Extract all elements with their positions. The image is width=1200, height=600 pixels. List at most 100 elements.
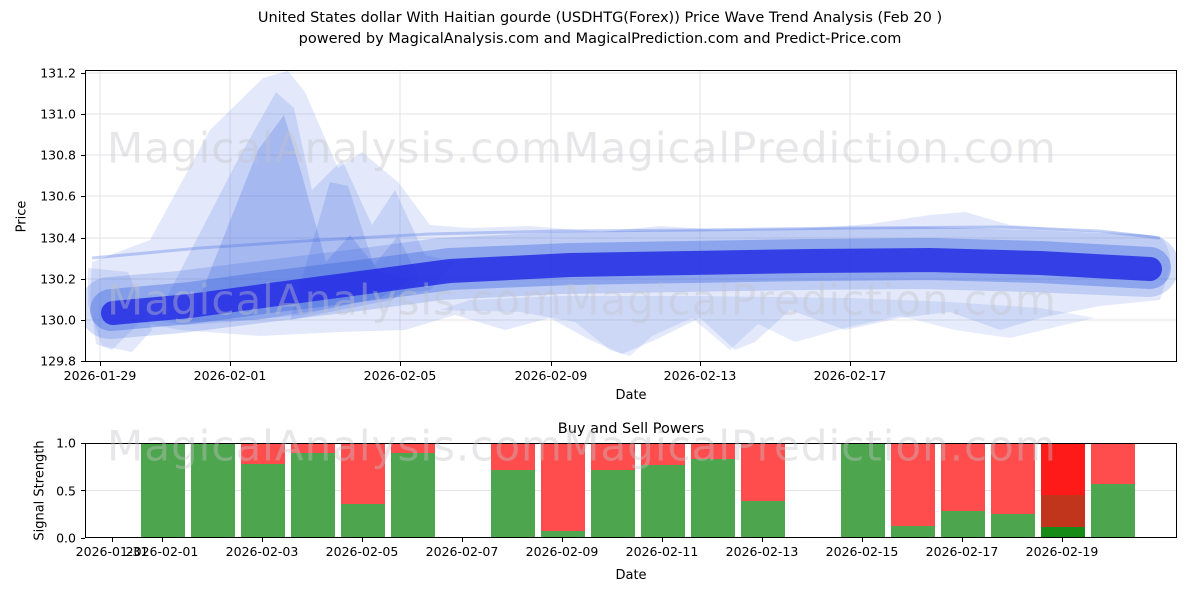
price-ytick-label: 130.2 bbox=[40, 271, 76, 287]
price-ytick-mark bbox=[81, 113, 85, 115]
signal-xtick-label: 2026-02-17 bbox=[925, 544, 999, 559]
price-y-axis-label: Price bbox=[14, 200, 30, 233]
price-xtick-label: 2026-01-29 bbox=[63, 368, 137, 383]
signal-bar-buy-segment bbox=[641, 465, 685, 537]
signal-bar-buy-segment bbox=[191, 444, 235, 537]
signal-bar-sell-segment bbox=[341, 444, 385, 505]
signal-bar-buy-segment bbox=[1091, 484, 1135, 537]
price-ytick-mark bbox=[81, 72, 85, 74]
signal-bar-sell-segment bbox=[941, 444, 985, 511]
signal-xtick-label: 2026-02-01 bbox=[125, 544, 199, 559]
signal-bar-buy-segment bbox=[941, 510, 985, 537]
signal-xtick-label: 2026-02-07 bbox=[425, 544, 499, 559]
signal-bar-buy-segment bbox=[141, 444, 185, 537]
signal-bar-buy-segment bbox=[341, 504, 385, 537]
signal-bar-buy-segment bbox=[541, 530, 585, 537]
signal-xtick-label: 2026-02-11 bbox=[625, 544, 699, 559]
signal-bar-buy-segment bbox=[841, 444, 885, 537]
signal-xtick-label: 2026-02-13 bbox=[725, 544, 799, 559]
signal-xtick-mark bbox=[962, 538, 963, 542]
signal-bar-sell-segment bbox=[691, 444, 735, 459]
signal-bar-special-segment bbox=[1041, 526, 1085, 537]
signal-bar-sell-segment bbox=[1091, 444, 1135, 484]
signal-bar-sell-segment bbox=[591, 444, 635, 471]
signal-xtick-label: 2026-02-05 bbox=[325, 544, 399, 559]
price-ytick-mark bbox=[81, 154, 85, 156]
price-ytick-label: 130.4 bbox=[40, 230, 76, 246]
signal-bar-sell-segment bbox=[491, 444, 535, 471]
signal-bar-special-segment bbox=[1041, 444, 1085, 496]
signal-bar-buy-segment bbox=[241, 464, 285, 537]
price-gridlines bbox=[86, 71, 1176, 361]
price-xtick-mark bbox=[400, 362, 401, 366]
price-xtick-mark bbox=[551, 362, 552, 366]
price-xtick-label: 2026-02-01 bbox=[193, 368, 267, 383]
signal-ytick-label: 0.0 bbox=[56, 530, 76, 546]
signal-chart-title: Buy and Sell Powers bbox=[557, 421, 705, 437]
signal-bar-buy-segment bbox=[591, 470, 635, 537]
signal-bar-sell-segment bbox=[291, 444, 335, 454]
signal-bar-sell-segment bbox=[241, 444, 285, 465]
signal-bar-sell-segment bbox=[741, 444, 785, 501]
signal-xtick-mark bbox=[1062, 538, 1063, 542]
signal-ytick-label: 0.5 bbox=[56, 483, 76, 498]
price-xtick-label: 2026-02-17 bbox=[813, 368, 887, 383]
signal-xtick-mark bbox=[462, 538, 463, 542]
signal-xtick-mark bbox=[762, 538, 763, 542]
price-ytick-label: 130.0 bbox=[40, 312, 76, 328]
signal-ytick-mark bbox=[81, 442, 85, 444]
price-ytick-mark bbox=[81, 278, 85, 280]
signal-bar-sell-segment bbox=[641, 444, 685, 466]
price-xtick-mark bbox=[230, 362, 231, 366]
signal-bar-buy-segment bbox=[491, 470, 535, 537]
price-plot-area bbox=[85, 70, 1177, 362]
signal-xtick-label: 2026-02-19 bbox=[1025, 544, 1099, 559]
signal-bar-buy-segment bbox=[741, 500, 785, 537]
signal-bar-sell-segment bbox=[891, 444, 935, 526]
signal-xtick-mark bbox=[562, 538, 563, 542]
signal-xtick-label: 2026-02-03 bbox=[225, 544, 299, 559]
signal-x-axis-label: Date bbox=[615, 568, 647, 583]
price-xtick-label: 2026-02-09 bbox=[514, 368, 588, 383]
price-xtick-label: 2026-02-13 bbox=[663, 368, 737, 383]
price-x-axis-label: Date bbox=[615, 388, 647, 403]
price-xtick-mark bbox=[700, 362, 701, 366]
price-xtick-label: 2026-02-05 bbox=[363, 368, 437, 383]
signal-xtick-mark bbox=[112, 538, 113, 542]
signal-xtick-label: 2026-02-09 bbox=[525, 544, 599, 559]
signal-y-axis-label: Signal Strength bbox=[32, 440, 48, 541]
signal-bar-buy-segment bbox=[891, 525, 935, 537]
signal-bar-special-segment bbox=[1041, 495, 1085, 527]
price-ytick-label: 131.0 bbox=[40, 106, 76, 122]
signal-bar-sell-segment bbox=[541, 444, 585, 531]
signal-plot-area bbox=[85, 443, 1177, 538]
price-wave-svg bbox=[86, 71, 1176, 361]
signal-bar-sell-segment bbox=[991, 444, 1035, 514]
price-ytick-label: 130.6 bbox=[40, 188, 76, 204]
signal-bar-buy-segment bbox=[991, 513, 1035, 537]
signal-bar-buy-segment bbox=[691, 458, 735, 537]
price-xtick-mark bbox=[100, 362, 101, 366]
signal-bar-buy-segment bbox=[391, 453, 435, 537]
signal-bar-buy-segment bbox=[291, 453, 335, 537]
price-ytick-mark bbox=[81, 195, 85, 197]
price-xtick-mark bbox=[850, 362, 851, 366]
price-ytick-mark bbox=[81, 360, 85, 362]
signal-xtick-mark bbox=[262, 538, 263, 542]
figure-title-line1: United States dollar With Haitian gourde… bbox=[257, 10, 943, 26]
signal-ytick-mark bbox=[81, 537, 85, 539]
signal-xtick-label: 2026-01-31 bbox=[75, 544, 149, 559]
price-ytick-mark bbox=[81, 319, 85, 321]
signal-ytick-mark bbox=[81, 490, 85, 491]
signal-xtick-mark bbox=[662, 538, 663, 542]
figure-title-line2: powered by MagicalAnalysis.com and Magic… bbox=[298, 31, 902, 47]
signal-xtick-mark bbox=[362, 538, 363, 542]
signal-ytick-label: 1.0 bbox=[56, 435, 76, 451]
price-ytick-label: 131.2 bbox=[40, 65, 76, 81]
price-ytick-mark bbox=[81, 237, 85, 239]
price-ytick-label: 129.8 bbox=[40, 353, 76, 369]
signal-xtick-mark bbox=[162, 538, 163, 542]
signal-xtick-mark bbox=[862, 538, 863, 542]
price-ytick-label: 130.8 bbox=[40, 147, 76, 163]
